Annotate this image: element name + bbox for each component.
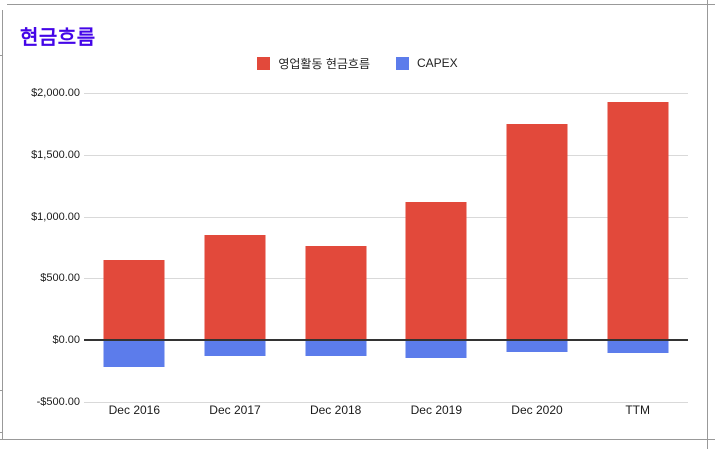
bar-slot-dec-2016	[84, 0, 185, 449]
bar-slot-dec-2020	[487, 0, 588, 449]
y-tick-label: -$500.00	[36, 395, 80, 408]
sheet-gridline-tick	[0, 390, 3, 391]
bar-capex[interactable]	[607, 340, 669, 353]
y-tick-label: $0.00	[52, 334, 80, 346]
x-tick-label: Dec 2019	[410, 403, 463, 417]
frame-border-left	[2, 10, 3, 440]
legend-swatch-operating-icon	[257, 56, 271, 70]
bar-slot-dec-2017	[185, 0, 286, 449]
bar-operating-cash-flow[interactable]	[204, 235, 266, 340]
sheet-gridline-tick	[0, 432, 3, 433]
bar-operating-cash-flow[interactable]	[305, 245, 367, 340]
legend-swatch-capex-icon	[395, 56, 409, 70]
bar-capex[interactable]	[305, 340, 367, 356]
bar-operating-cash-flow[interactable]	[607, 102, 669, 340]
legend-item-capex[interactable]: CAPEX	[395, 56, 458, 70]
sheet-gridline-tick	[0, 55, 3, 56]
frame-border-right	[707, 0, 708, 449]
bar-operating-cash-flow[interactable]	[405, 202, 467, 340]
bar-slot-dec-2019	[386, 0, 487, 449]
chart-legend: 영업활동 현금흐름 CAPEX	[0, 55, 715, 71]
x-tick-label: Dec 2017	[209, 403, 261, 417]
legend-item-operating-cash-flow[interactable]: 영업활동 현금흐름	[257, 55, 370, 72]
y-tick-label: $1,500.00	[31, 148, 80, 161]
x-tick-label: Dec 2016	[108, 403, 161, 417]
frame-border-top	[7, 4, 715, 5]
bar-capex[interactable]	[405, 340, 467, 358]
x-axis-zero-line	[84, 339, 688, 341]
bar-capex[interactable]	[506, 340, 568, 352]
legend-label: CAPEX	[416, 56, 458, 70]
x-tick-label: Dec 2018	[309, 403, 362, 417]
y-tick-label: $2,000.00	[31, 87, 80, 100]
y-gridline	[84, 93, 688, 95]
y-tick-label: $1,000.00	[31, 210, 80, 223]
frame-border-bottom	[0, 439, 715, 440]
bar-slot-ttm	[587, 0, 688, 449]
y-gridline	[84, 154, 688, 156]
bar-capex[interactable]	[204, 340, 266, 357]
bar-slot-dec-2018	[285, 0, 386, 449]
x-tick-label: Dec 2020	[511, 403, 563, 417]
x-tick-label: TTM	[625, 403, 650, 417]
y-gridline	[84, 401, 688, 403]
legend-label: 영업활동 현금흐름	[278, 56, 370, 71]
chart-title[interactable]: 현금흐름	[20, 27, 96, 49]
bar-operating-cash-flow[interactable]	[506, 124, 568, 340]
bar-operating-cash-flow[interactable]	[103, 259, 165, 340]
bar-capex[interactable]	[103, 340, 165, 367]
y-gridline	[84, 278, 688, 280]
y-gridline	[84, 216, 688, 218]
y-tick-label: $500.00	[40, 272, 80, 285]
